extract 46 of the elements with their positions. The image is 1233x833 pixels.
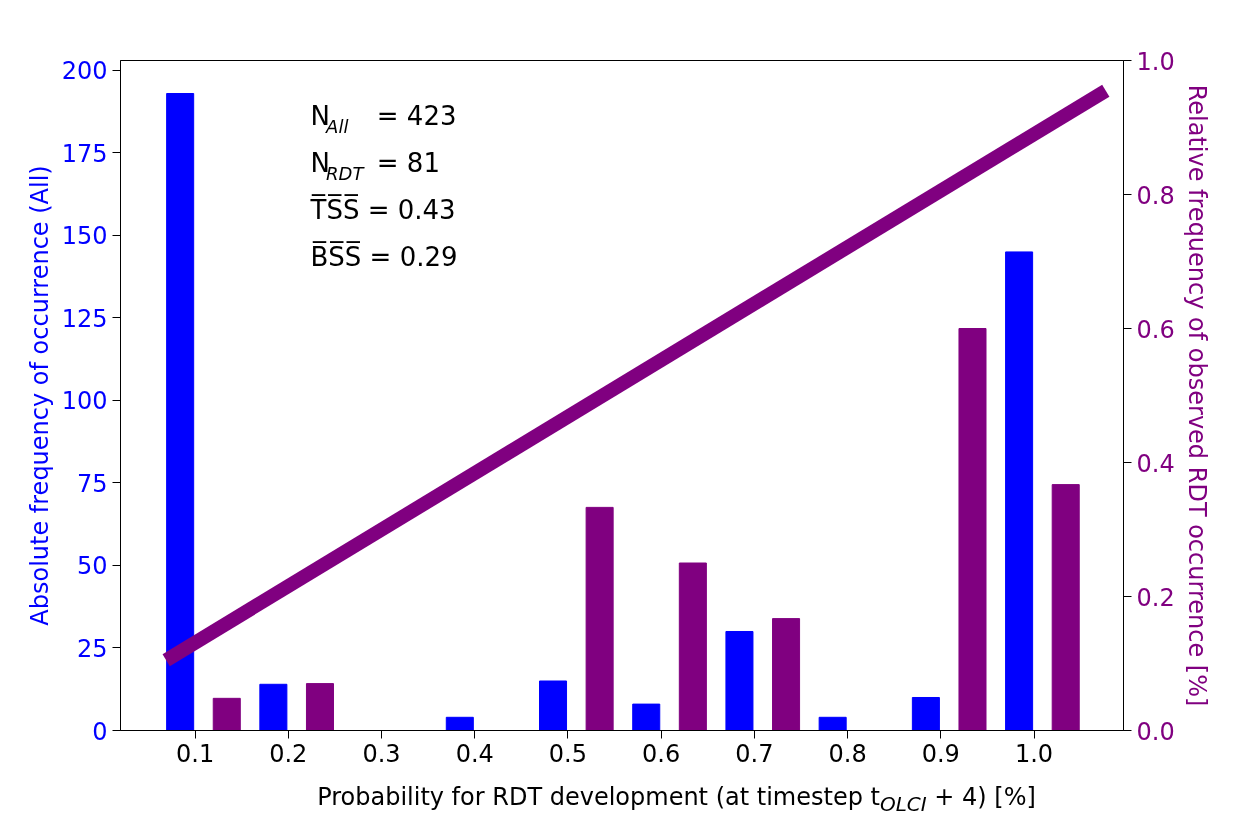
y-tick-label: 100 bbox=[61, 387, 108, 416]
y2-tick-label: 0.0 bbox=[1136, 717, 1175, 746]
x-tick-label: 0.4 bbox=[455, 739, 494, 768]
x-axis-title: Probability for RDT development (at timestep t$_{OLCI}$ + 4) [%] bbox=[317, 782, 1036, 818]
bar bbox=[678, 562, 707, 731]
y-tick-label: 150 bbox=[61, 222, 108, 251]
x-tick-label: 1.0 bbox=[1014, 739, 1054, 768]
annotation: T̅S̅S̅ = 0.43 bbox=[309, 193, 456, 225]
y2-tick-label: 0.4 bbox=[1136, 449, 1175, 478]
y2-tick-label: 0.8 bbox=[1136, 181, 1175, 210]
x-tick-label: 0.5 bbox=[548, 739, 588, 768]
y-tick-label: 50 bbox=[76, 552, 108, 581]
bar bbox=[259, 683, 288, 731]
bar bbox=[166, 93, 195, 731]
y-tick-label: 25 bbox=[76, 634, 108, 663]
annotation: B̅S̅S̅ = 0.29 bbox=[310, 240, 458, 272]
bar bbox=[445, 716, 474, 731]
y-tick-label: 175 bbox=[61, 139, 108, 168]
bar bbox=[1051, 484, 1080, 731]
bar bbox=[818, 716, 847, 731]
x-tick-label: 0.1 bbox=[175, 739, 215, 768]
bar bbox=[305, 683, 334, 731]
x-tick-label: 0.7 bbox=[735, 739, 774, 768]
bar bbox=[772, 618, 801, 731]
y2-tick-label: 0.6 bbox=[1136, 315, 1175, 344]
x-tick-label: 0.2 bbox=[269, 739, 308, 768]
y-tick-label: 75 bbox=[76, 469, 108, 498]
bar bbox=[911, 697, 940, 731]
y-tick-label: 200 bbox=[61, 57, 108, 86]
x-tick-label: 0.6 bbox=[642, 739, 681, 768]
y2-axis-title: Relative frequency of observed RDT occurrence [%] bbox=[1182, 84, 1211, 707]
x-tick-label: 0.8 bbox=[828, 739, 867, 768]
x-tick-label: 0.9 bbox=[921, 739, 960, 768]
bar bbox=[1005, 251, 1034, 731]
bar bbox=[539, 680, 568, 731]
y2-tick-label: 1.0 bbox=[1136, 47, 1175, 76]
bar bbox=[585, 506, 614, 731]
bar bbox=[725, 630, 754, 731]
bar bbox=[958, 328, 987, 731]
y-tick-label: 125 bbox=[61, 304, 108, 333]
bar bbox=[212, 697, 241, 731]
y-tick-label: 0 bbox=[92, 717, 108, 746]
y-axis-title: Absolute frequency of occurrence (All) bbox=[25, 165, 54, 626]
y2-tick-label: 0.2 bbox=[1136, 583, 1175, 612]
bar bbox=[632, 703, 661, 731]
x-tick-label: 0.3 bbox=[362, 739, 401, 768]
